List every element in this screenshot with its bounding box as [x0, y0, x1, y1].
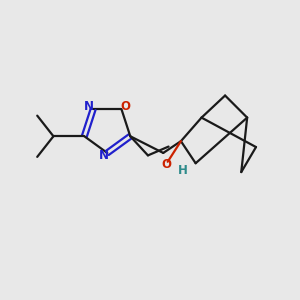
Text: H: H [178, 164, 187, 177]
Text: N: N [84, 100, 94, 113]
Text: N: N [98, 149, 109, 162]
Text: O: O [161, 158, 171, 171]
Text: O: O [120, 100, 130, 113]
